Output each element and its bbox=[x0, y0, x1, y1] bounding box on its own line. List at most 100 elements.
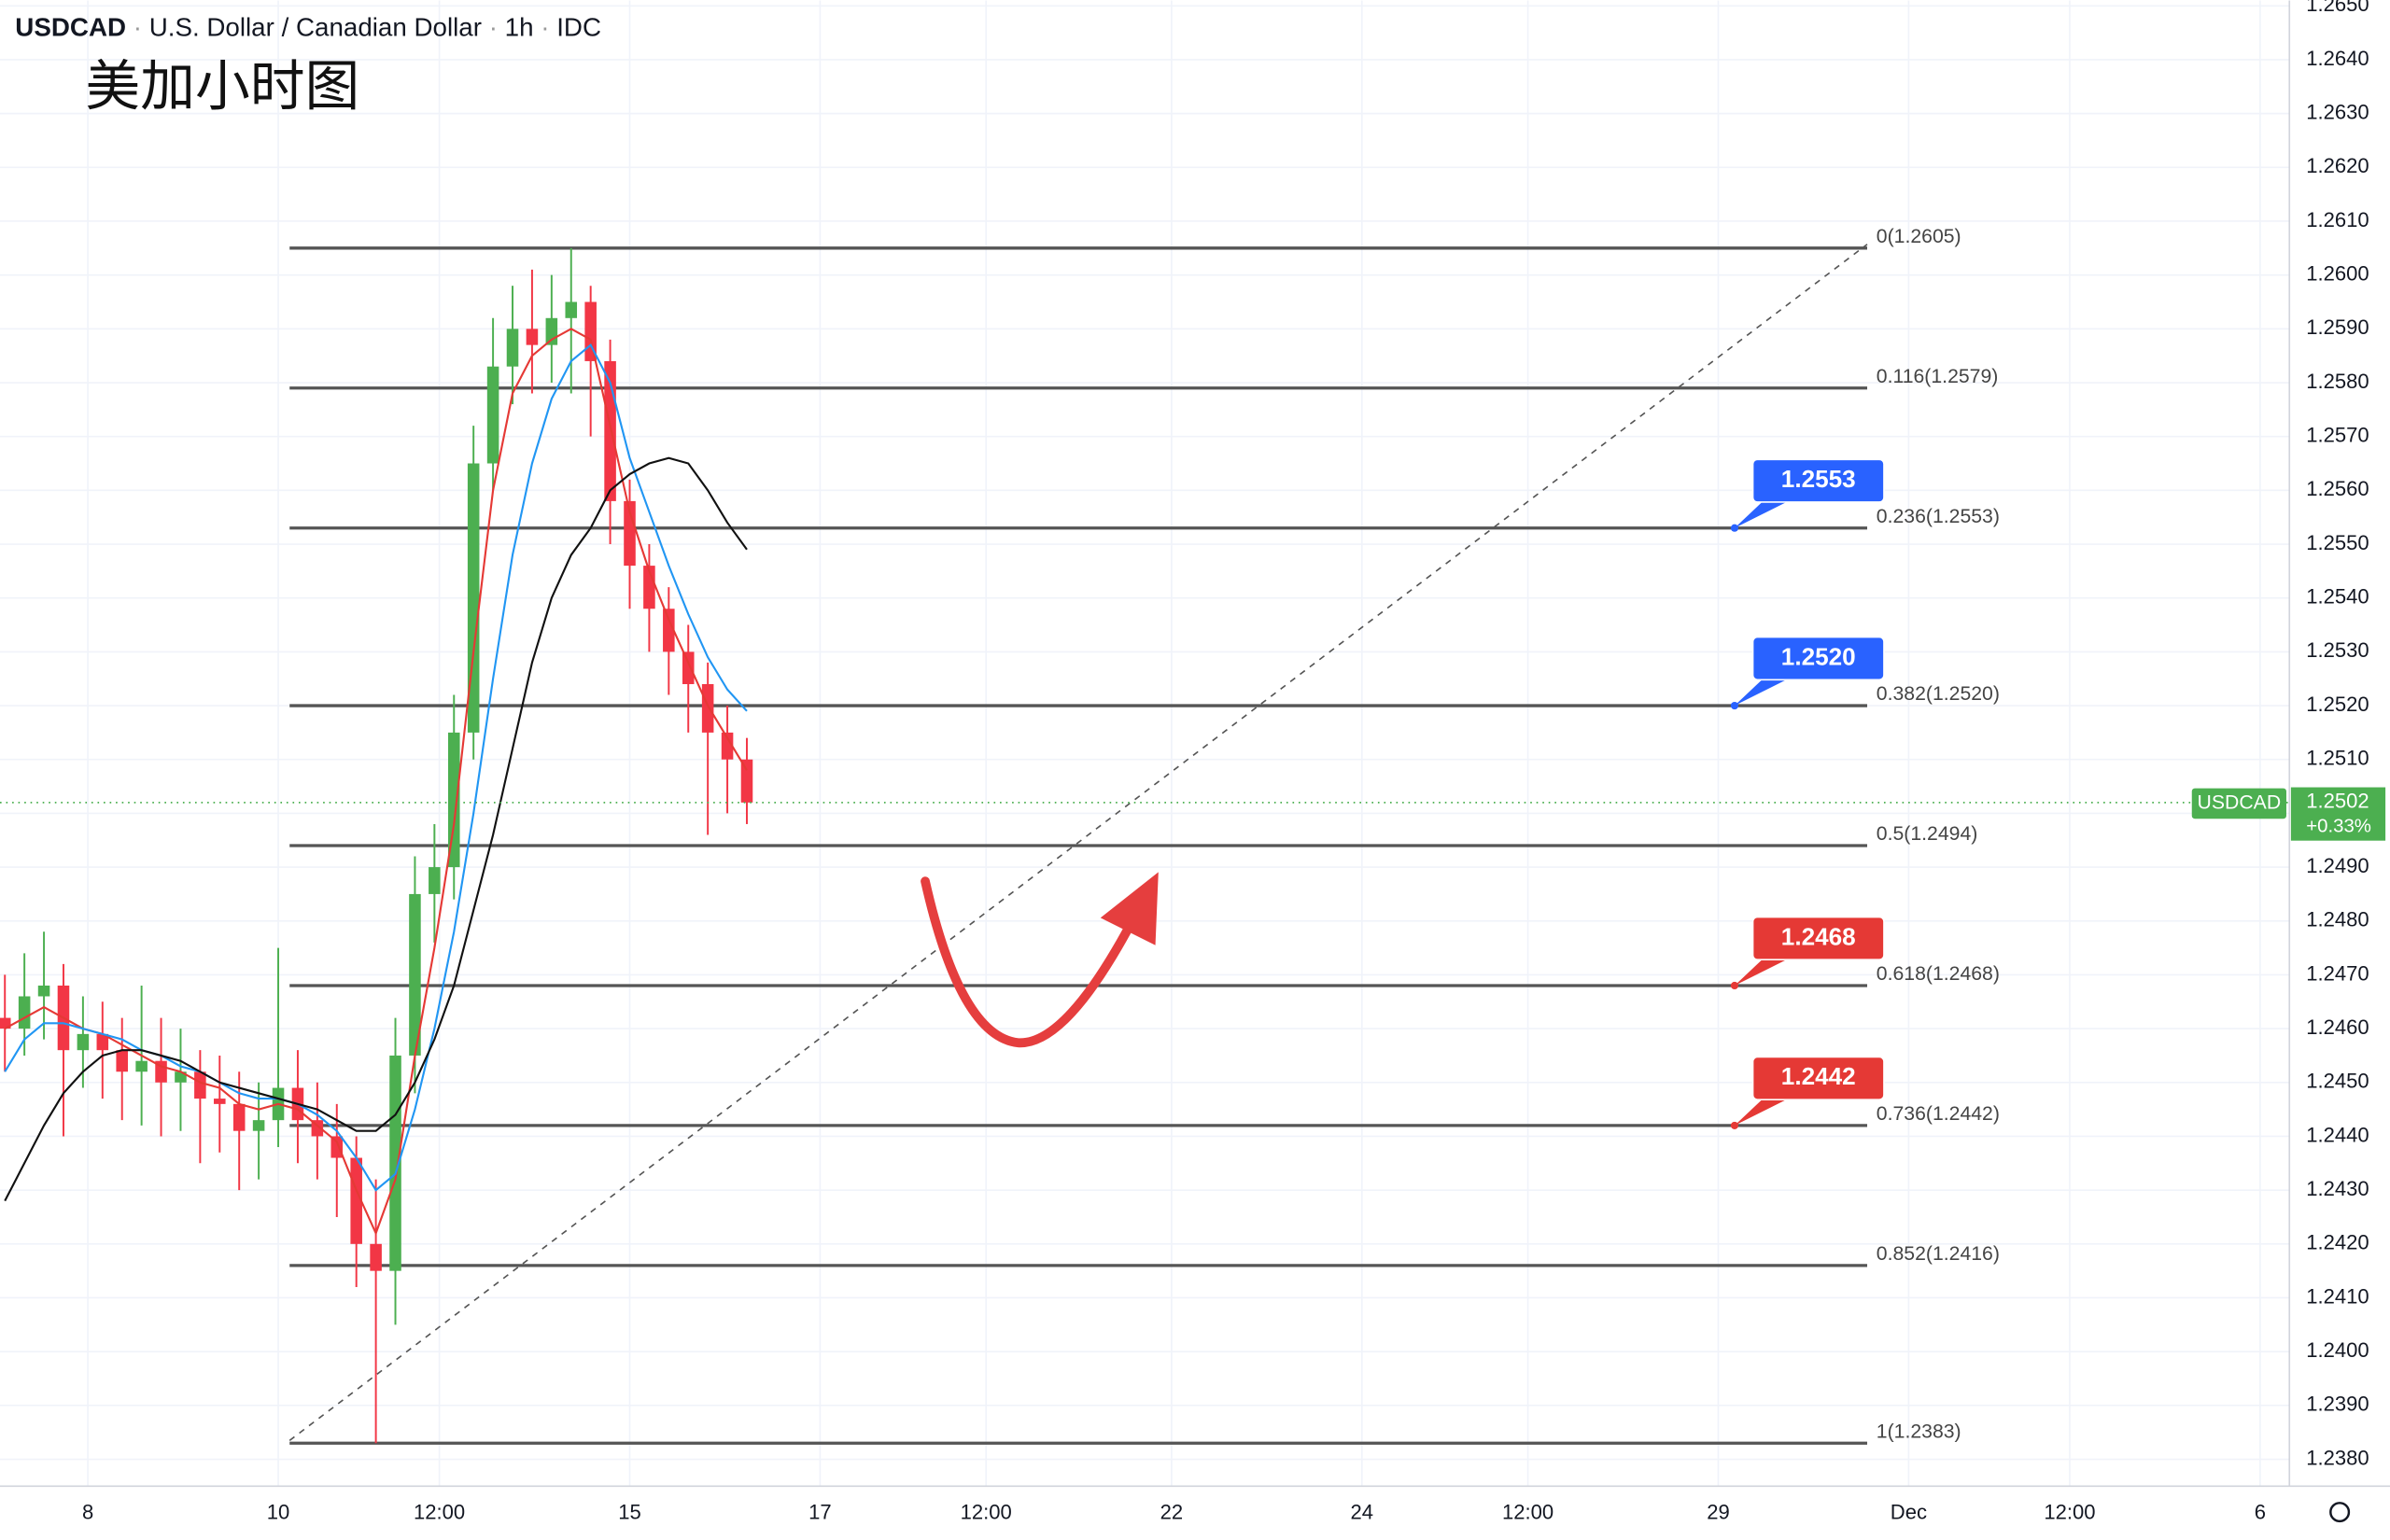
tag-pointer bbox=[1734, 501, 1787, 528]
candle-body bbox=[701, 683, 714, 733]
forecast-arrow bbox=[921, 876, 1141, 1048]
y-tick-label: 1.2520 bbox=[2306, 693, 2369, 716]
x-tick-label: 12:00 bbox=[961, 1501, 1012, 1524]
candle-body bbox=[18, 996, 31, 1029]
x-tick-label: 6 bbox=[2255, 1501, 2266, 1524]
fib-label: 0(1.2605) bbox=[1877, 226, 1961, 247]
tag-label: 1.2553 bbox=[1781, 465, 1856, 493]
y-tick-label: 1.2450 bbox=[2306, 1070, 2369, 1093]
y-tick-label: 1.2570 bbox=[2306, 424, 2369, 447]
header: USDCAD · U.S. Dollar / Canadian Dollar ·… bbox=[15, 13, 601, 42]
candle-body bbox=[135, 1060, 148, 1072]
arrow-head bbox=[1100, 872, 1159, 945]
candle-body bbox=[467, 463, 480, 733]
y-tick-label: 1.2440 bbox=[2306, 1123, 2369, 1146]
y-tick-label: 1.2460 bbox=[2306, 1015, 2369, 1039]
moving-average bbox=[4, 456, 748, 1202]
candle-body bbox=[0, 1017, 11, 1029]
y-tick-label: 1.2490 bbox=[2306, 854, 2369, 877]
tag-box bbox=[1751, 1056, 1885, 1100]
tag-anchor bbox=[1730, 524, 1739, 532]
x-tick-label: 10 bbox=[267, 1501, 290, 1524]
candle-body bbox=[447, 732, 460, 868]
last-price-box bbox=[2290, 787, 2386, 841]
fib-label: 0.236(1.2553) bbox=[1877, 506, 2000, 527]
tag-box bbox=[1751, 916, 1885, 961]
candle-body bbox=[77, 1033, 90, 1051]
symbol-tag-bg bbox=[2191, 788, 2286, 819]
symbol: USDCAD bbox=[15, 13, 126, 42]
candle-body bbox=[252, 1120, 265, 1131]
x-tick-label: 12:00 bbox=[2044, 1501, 2095, 1524]
symbol-tag: USDCAD bbox=[2198, 792, 2282, 814]
x-tick-label: 12:00 bbox=[414, 1501, 465, 1524]
y-tick-label: 1.2470 bbox=[2306, 961, 2369, 985]
y-tick-label: 1.2480 bbox=[2306, 908, 2369, 931]
tag-box bbox=[1751, 458, 1885, 503]
price-tags: 1.2553 1.2520 1.2468 1.2442 bbox=[1730, 458, 1885, 1130]
tag-label: 1.2442 bbox=[1781, 1062, 1856, 1090]
plot-area bbox=[0, 247, 2290, 1444]
grid bbox=[0, 0, 2290, 1487]
candle-body bbox=[486, 366, 499, 464]
y-tick-label: 1.2530 bbox=[2306, 638, 2369, 662]
change-label: +0.33% bbox=[2306, 816, 2371, 836]
separator: · bbox=[482, 13, 505, 42]
y-tick-label: 1.2640 bbox=[2306, 47, 2369, 70]
candle-body bbox=[330, 1136, 344, 1158]
settings-icon bbox=[2329, 1502, 2351, 1523]
candle-body bbox=[545, 317, 558, 345]
fib-retracement: 0(1.2605) 0.116(1.2579) 0.236(1.2553) 0.382… bbox=[289, 226, 2000, 1445]
y-tick-label: 1.2510 bbox=[2306, 747, 2369, 770]
y-tick-label: 1.2400 bbox=[2306, 1338, 2369, 1362]
candle-body bbox=[740, 759, 753, 803]
y-tick-label: 1.2600 bbox=[2306, 261, 2369, 285]
candle-body bbox=[663, 609, 675, 652]
tag-anchor bbox=[1730, 1121, 1739, 1130]
candle-body bbox=[429, 867, 441, 894]
candle-body bbox=[116, 1050, 128, 1072]
y-tick-label: 1.2610 bbox=[2306, 208, 2369, 231]
candle-body bbox=[370, 1243, 382, 1271]
fib-trend-line bbox=[288, 244, 1868, 1442]
chart-title: 美加小时图 bbox=[85, 56, 359, 117]
y-tick-label: 1.2380 bbox=[2306, 1446, 2369, 1469]
x-tick-label: 29 bbox=[1707, 1501, 1730, 1524]
fib-label: 0.116(1.2579) bbox=[1877, 366, 1999, 387]
interval: 1h bbox=[505, 13, 534, 42]
tag-pointer bbox=[1734, 959, 1787, 986]
x-tick-label: 24 bbox=[1351, 1501, 1374, 1524]
x-tick-label: 15 bbox=[618, 1501, 641, 1524]
fib-label: 0.852(1.2416) bbox=[1877, 1243, 2000, 1265]
candle-body bbox=[565, 301, 578, 318]
y-tick-label: 1.2650 bbox=[2306, 0, 2369, 16]
candle-body bbox=[232, 1103, 246, 1131]
candle-body bbox=[409, 893, 421, 1056]
candle-body bbox=[526, 329, 539, 345]
x-tick-label: 17 bbox=[808, 1501, 832, 1524]
tag-label: 1.2520 bbox=[1781, 642, 1856, 670]
candle-body bbox=[214, 1099, 226, 1104]
y-tick-label: 1.2550 bbox=[2306, 531, 2369, 554]
y-tick-label: 1.2410 bbox=[2306, 1284, 2369, 1308]
y-tick-label: 1.2430 bbox=[2306, 1177, 2369, 1200]
tag-box bbox=[1751, 636, 1885, 681]
y-tick-label: 1.2590 bbox=[2306, 315, 2369, 339]
fib-label: 1(1.2383) bbox=[1877, 1421, 1961, 1442]
fib-label: 0.736(1.2442) bbox=[1877, 1103, 2000, 1125]
moving-average bbox=[4, 343, 748, 1192]
x-tick-label: Dec bbox=[1891, 1501, 1927, 1524]
candle-body bbox=[37, 985, 50, 997]
candle-body bbox=[96, 1033, 109, 1051]
tag-anchor bbox=[1730, 981, 1739, 990]
tag-anchor bbox=[1730, 701, 1739, 710]
y-tick-label: 1.2390 bbox=[2306, 1393, 2369, 1416]
fib-label: 0.5(1.2494) bbox=[1877, 823, 1978, 845]
tag-pointer bbox=[1734, 679, 1787, 707]
fib-label: 0.382(1.2520) bbox=[1877, 683, 2000, 705]
description: U.S. Dollar / Canadian Dollar bbox=[149, 13, 482, 42]
candle-body bbox=[506, 329, 519, 367]
separator: · bbox=[534, 13, 557, 42]
candle-body bbox=[350, 1157, 362, 1244]
